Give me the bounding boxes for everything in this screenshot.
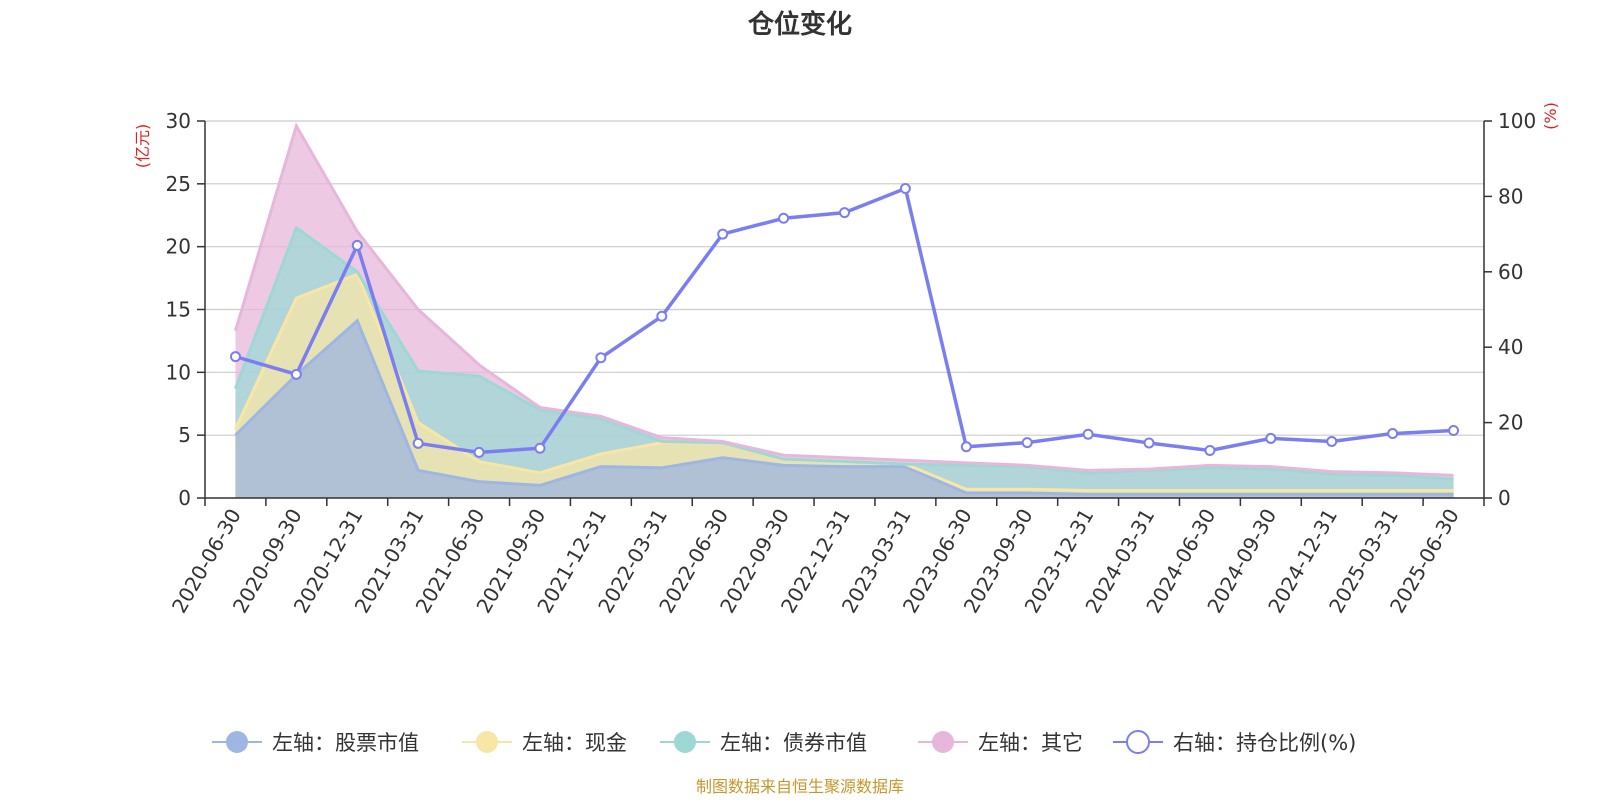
- line-point: [1387, 428, 1399, 440]
- right-tick-label: 20: [1498, 411, 1523, 435]
- area-左轴：股票市值: [235, 320, 1454, 498]
- line-point: [1265, 432, 1277, 444]
- left-tick-label: 5: [178, 423, 191, 447]
- line-point: [839, 207, 850, 219]
- line-point: [473, 446, 485, 458]
- legend-label: 右轴：持仓比例(%): [1173, 731, 1356, 755]
- legend-marker: [932, 731, 954, 753]
- area-edge-左轴：其它: [234, 122, 1454, 477]
- legend-label: 左轴：其它: [978, 731, 1083, 755]
- legend-item: 右轴：持仓比例(%): [1113, 730, 1356, 755]
- left-axis-unit: (亿元): [133, 124, 152, 169]
- source-note: 制图数据来自恒生聚源数据库: [696, 777, 904, 796]
- right-axis-unit: (%): [1541, 102, 1560, 130]
- line-point: [717, 228, 729, 240]
- left-tick-label: 15: [166, 298, 191, 322]
- right-tick-label: 100: [1498, 109, 1536, 133]
- legend: 左轴：股票市值 左轴：现金 左轴：债券市值 左轴：其它 右轴：持仓比例(%): [212, 730, 1356, 755]
- legend-label: 左轴：现金: [522, 731, 627, 755]
- right-tick-label: 80: [1498, 184, 1523, 208]
- line-point: [899, 182, 911, 194]
- legend-marker: [226, 731, 248, 753]
- line-point: [1082, 428, 1094, 440]
- left-tick-label: 20: [166, 235, 191, 259]
- line-point: [1326, 435, 1338, 447]
- legend-marker: [1126, 730, 1150, 754]
- line-point: [351, 239, 363, 251]
- line-point: [290, 368, 302, 380]
- stacked-areas: [234, 122, 1454, 499]
- legend-label: 左轴：债券市值: [720, 731, 867, 755]
- left-tick-label: 0: [178, 486, 191, 510]
- legend-label: 左轴：股票市值: [272, 731, 419, 755]
- right-tick-label: 60: [1498, 260, 1523, 284]
- area-edge-左轴：股票市值: [234, 318, 1454, 496]
- left-tick-label: 25: [166, 172, 191, 196]
- line-point: [1448, 425, 1460, 437]
- right-tick-label: 0: [1498, 486, 1511, 510]
- chart-title: 仓位变化: [747, 9, 852, 40]
- left-tick-label: 30: [166, 109, 191, 133]
- line-point: [1143, 437, 1155, 449]
- area-edge-左轴：债券市值: [234, 225, 1454, 481]
- legend-item: 左轴：股票市值: [212, 731, 419, 755]
- line-point: [595, 352, 607, 364]
- area-左轴：债券市值: [235, 227, 1454, 499]
- legend-item: 左轴：现金: [462, 731, 627, 755]
- line-point: [412, 437, 424, 449]
- right-tick-label: 40: [1498, 335, 1523, 359]
- line-point: [534, 442, 546, 454]
- legend-item: 左轴：债券市值: [660, 731, 867, 755]
- line-point: [960, 441, 972, 453]
- ratio-line: [229, 182, 1460, 458]
- line-point: [229, 351, 241, 363]
- left-tick-label: 10: [166, 360, 191, 384]
- legend-marker: [674, 731, 696, 753]
- line-point: [1204, 444, 1216, 456]
- line-point: [656, 310, 668, 322]
- line-point: [1021, 437, 1033, 449]
- line-point: [778, 212, 790, 224]
- legend-item: 左轴：其它: [918, 731, 1083, 755]
- legend-marker: [476, 731, 498, 753]
